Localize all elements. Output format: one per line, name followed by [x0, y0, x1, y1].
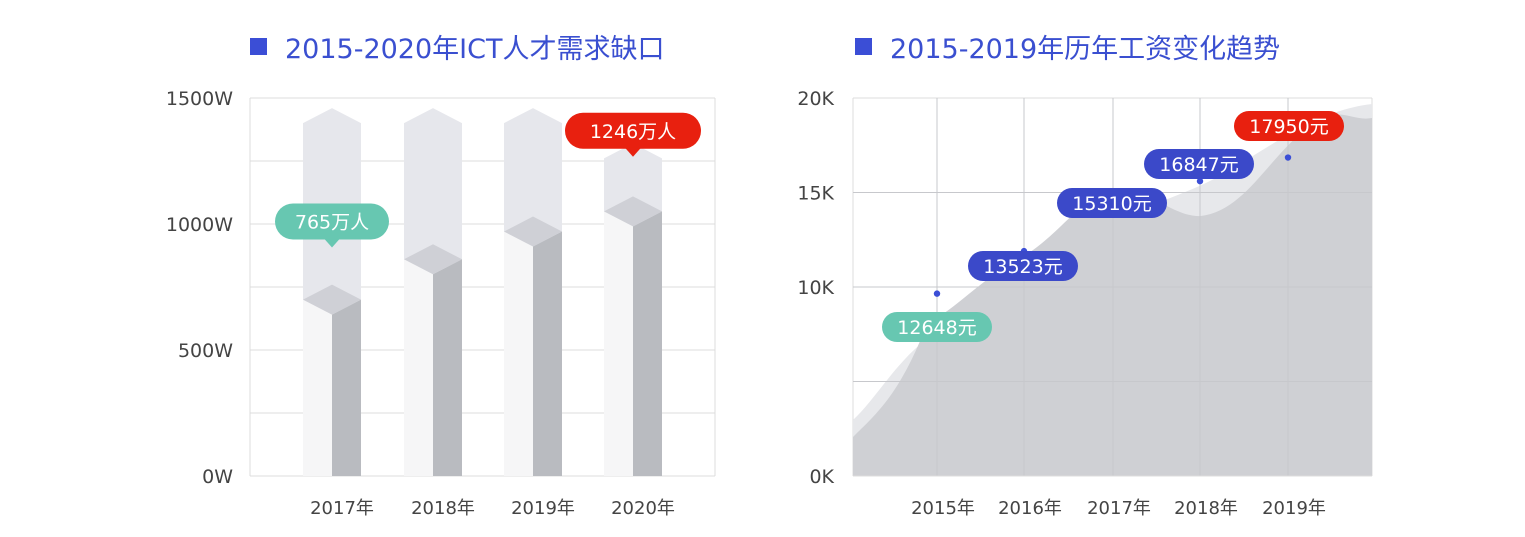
bar-front	[504, 231, 533, 476]
y-tick-label: 0W	[202, 466, 233, 488]
x-tick-label: 2018年	[1174, 498, 1238, 519]
data-label-bubble	[882, 312, 992, 342]
right-chart-title: 2015-2019年历年工资变化趋势	[855, 26, 1280, 66]
annotation-label: 765万人	[295, 211, 369, 233]
bar-front	[604, 211, 633, 476]
data-point	[1284, 154, 1292, 161]
data-label-bubble	[968, 251, 1078, 281]
bar-side	[433, 259, 462, 476]
x-tick-label: 2015年	[911, 498, 975, 519]
data-label-bubble	[1234, 111, 1344, 141]
y-tick-label: 1500W	[166, 88, 233, 110]
bar-front	[404, 259, 433, 476]
y-tick-label: 0K	[809, 466, 834, 488]
x-tick-label: 2019年	[1262, 498, 1326, 519]
x-tick-label: 2019年	[511, 498, 575, 519]
annotation-label-bubble-tail	[324, 238, 340, 248]
bar-cap	[604, 196, 662, 227]
bar-front	[303, 299, 332, 476]
y-tick-label: 10K	[797, 277, 834, 299]
data-point	[933, 290, 941, 297]
data-label-bubble	[1144, 149, 1254, 179]
annotation-label-bubble	[565, 112, 701, 149]
bar-cap	[404, 244, 462, 275]
title-square-icon	[250, 37, 267, 55]
data-label: 13523元	[983, 256, 1062, 278]
x-tick-label: 2020年	[611, 498, 675, 519]
annotation-label-bubble	[275, 203, 389, 240]
data-label: 17950元	[1249, 116, 1328, 138]
right-chart-title-text: 2015-2019年历年工资变化趋势	[890, 33, 1281, 65]
data-label: 15310元	[1072, 193, 1151, 215]
data-label: 12648元	[897, 317, 976, 339]
y-tick-label: 15K	[797, 183, 834, 205]
x-tick-label: 2017年	[310, 498, 374, 519]
y-tick-label: 1000W	[166, 214, 233, 236]
y-tick-label: 500W	[178, 340, 233, 362]
data-label: 16847元	[1159, 154, 1238, 176]
data-point	[1196, 177, 1204, 185]
left-chart-title-text: 2015-2020年ICT人才需求缺口	[285, 33, 665, 65]
bar-cap	[504, 216, 562, 247]
bar-cap	[303, 284, 361, 315]
x-tick-label: 2016年	[998, 498, 1062, 519]
annotation-label: 1246万人	[590, 121, 676, 143]
bar-side	[533, 231, 562, 476]
y-tick-label: 20K	[797, 88, 834, 110]
annotation-label-bubble-tail	[625, 147, 641, 157]
bar-side	[633, 211, 662, 476]
title-square-icon	[855, 37, 872, 55]
ict-gap-bar-chart: 0W 500W 1000W 1500W 2017年 2018年 2019年 2020年 765万…	[166, 88, 716, 519]
bar-side	[332, 299, 361, 476]
data-label-bubble	[1057, 188, 1167, 218]
x-tick-label: 2018年	[411, 498, 475, 519]
x-tick-label: 2017年	[1087, 498, 1151, 519]
left-chart-title: 2015-2020年ICT人才需求缺口	[250, 26, 664, 66]
